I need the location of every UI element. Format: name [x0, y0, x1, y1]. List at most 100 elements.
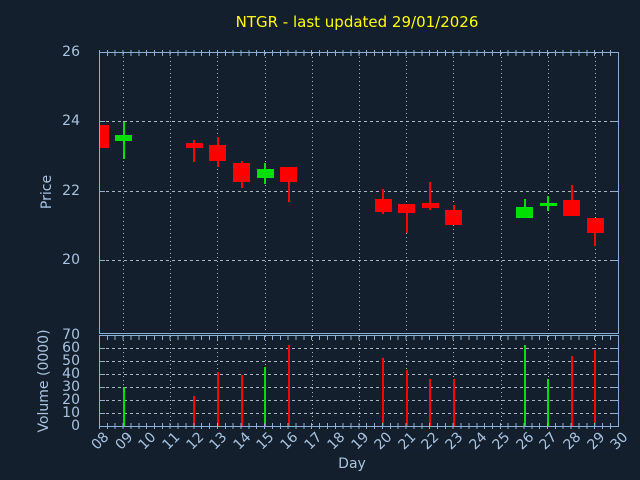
day-axis-label: Day	[338, 456, 366, 472]
volume-ytick-mark	[100, 400, 105, 401]
candle-body	[516, 207, 534, 219]
chart-title: NTGR - last updated 29/01/2026	[235, 13, 479, 31]
candle-wick	[193, 139, 196, 162]
volume-bar	[287, 345, 290, 426]
volume-gridline-horizontal	[100, 413, 618, 414]
price-gridline-vertical	[453, 53, 455, 333]
candle-body	[374, 199, 392, 212]
volume-ytick-mark	[612, 374, 617, 375]
price-ytick-mark	[100, 121, 105, 123]
volume-ytick-label: 40	[62, 366, 80, 382]
volume-gridline-vertical	[123, 336, 125, 426]
x-tick-label: 29	[584, 429, 609, 454]
volume-ytick-label: 10	[62, 405, 80, 421]
price-top-minor-ticks	[99, 50, 618, 56]
volume-top-minor-ticks	[99, 336, 618, 340]
volume-bar	[452, 378, 455, 426]
x-tick-label: 13	[206, 429, 231, 454]
x-tick-label: 25	[489, 429, 514, 454]
volume-gridline-vertical	[359, 336, 360, 426]
candle-wick	[405, 204, 408, 233]
price-ytick-mark	[612, 190, 617, 192]
volume-ytick-label: 30	[62, 379, 80, 395]
candle-body	[445, 209, 463, 225]
price-gridline-vertical	[500, 53, 502, 333]
x-tick-label: 11	[159, 429, 184, 454]
volume-gridline-horizontal	[100, 387, 618, 388]
x-tick-label: 20	[371, 429, 396, 454]
price-gridline-horizontal	[100, 121, 618, 123]
price-ytick-label: 24	[62, 113, 80, 130]
price-gridline-vertical	[170, 53, 172, 333]
volume-gridline-vertical	[170, 336, 172, 426]
x-tick-label: 09	[112, 429, 137, 454]
candle-body	[563, 199, 581, 217]
volume-bottom-minor-ticks	[99, 423, 618, 429]
x-tick-label: 17	[301, 429, 325, 454]
volume-bar	[523, 345, 526, 426]
x-tick-label: 26	[513, 429, 538, 454]
candle-body	[233, 163, 251, 182]
price-subplot	[99, 52, 619, 334]
candle-body	[256, 169, 274, 178]
volume-bar	[264, 367, 267, 426]
price-ytick-label: 22	[62, 182, 80, 199]
candle-body	[209, 144, 227, 161]
x-tick-label: 23	[442, 429, 467, 454]
x-tick-label: 12	[183, 429, 207, 454]
volume-ytick-mark	[100, 361, 105, 362]
volume-bar	[216, 372, 219, 426]
candle-body	[539, 202, 557, 206]
candle-wick	[429, 181, 432, 211]
price-ytick-mark	[100, 260, 105, 262]
price-gridline-vertical	[123, 53, 125, 333]
volume-ytick-mark	[612, 413, 617, 414]
volume-bar	[429, 378, 432, 426]
x-tick-label: 18	[324, 429, 349, 454]
x-tick-label: 27	[536, 429, 561, 454]
volume-ytick-mark	[100, 374, 105, 375]
candle-body	[398, 204, 416, 213]
x-tick-label: 21	[395, 429, 420, 454]
x-tick-label: 08	[88, 429, 113, 454]
price-ytick-mark	[612, 121, 617, 123]
price-gridline-vertical	[406, 53, 408, 333]
price-gridline-vertical	[359, 53, 360, 333]
price-gridline-horizontal	[100, 260, 618, 262]
volume-ytick-mark	[612, 387, 617, 388]
volume-bar	[570, 355, 573, 426]
price-gridline-vertical	[547, 53, 549, 333]
price-gridline-vertical	[311, 53, 313, 333]
price-gridline-vertical	[217, 53, 219, 333]
price-ytick-label: 26	[62, 44, 80, 60]
price-gridline-horizontal	[100, 190, 618, 192]
volume-ytick-label: 50	[62, 353, 80, 369]
volume-ytick-mark	[612, 361, 617, 362]
volume-ytick-label: 60	[62, 340, 80, 356]
volume-ytick-label: 0	[71, 418, 80, 434]
volume-ytick-mark	[612, 348, 617, 349]
candle-body	[185, 142, 203, 149]
volume-gridline-vertical	[311, 336, 313, 426]
volume-ytick-mark	[100, 387, 105, 388]
volume-gridline-horizontal	[100, 400, 618, 401]
candle-body	[280, 166, 298, 182]
price-gridline-vertical	[594, 53, 596, 333]
volume-gridline-horizontal	[100, 374, 618, 375]
volume-bar	[240, 375, 243, 426]
price-ytick-mark	[612, 260, 617, 262]
volume-ytick-label: 70	[62, 327, 80, 343]
volume-bar	[594, 350, 597, 426]
x-tick-label: 30	[607, 429, 632, 454]
price-ytick-label: 20	[62, 252, 80, 269]
price-ytick-mark	[100, 190, 105, 192]
candle-wick	[287, 166, 290, 202]
volume-ytick-label: 20	[62, 392, 80, 408]
volume-gridline-horizontal	[100, 361, 618, 362]
x-tick-label: 28	[560, 429, 585, 454]
x-tick-label: 14	[230, 429, 255, 454]
volume-gridline-horizontal	[100, 348, 618, 349]
x-tick-label: 22	[418, 429, 443, 454]
candle-body	[421, 203, 439, 208]
volume-bar	[405, 369, 408, 426]
